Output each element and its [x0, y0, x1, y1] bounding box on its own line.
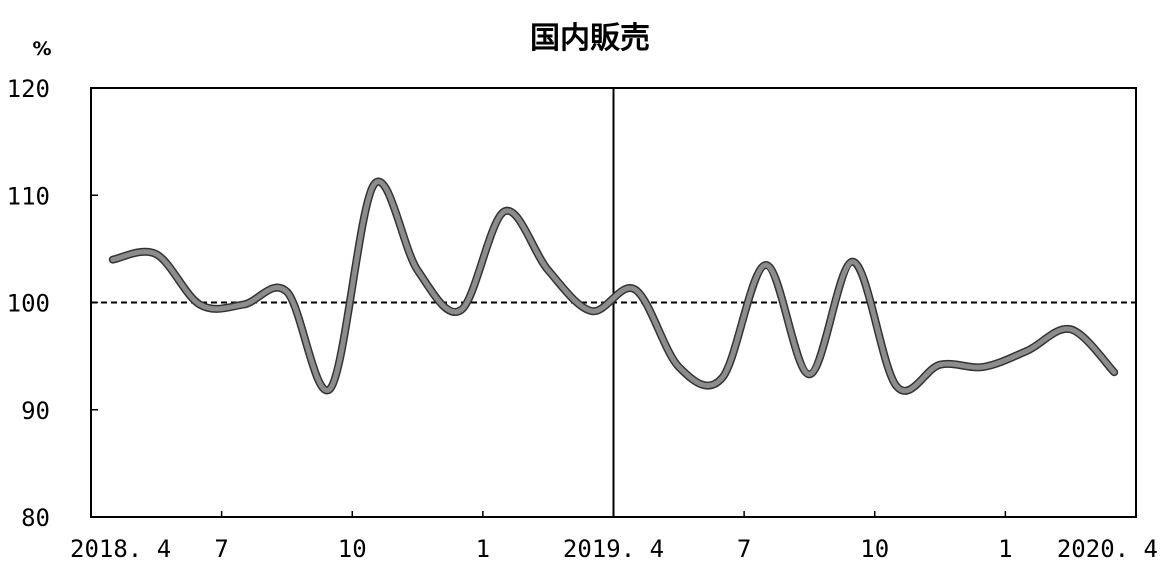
y-tick-label: 100 [7, 290, 50, 318]
x-tick-label: 2018. 4 [70, 535, 171, 562]
plot-frame [90, 87, 1137, 518]
y-tick-label: 90 [21, 397, 50, 425]
x-tick-label: 10 [860, 535, 889, 562]
x-tick-label: 7 [214, 535, 228, 562]
x-tick-label: 2020. 4 [1057, 535, 1158, 562]
y-tick-label: 120 [7, 75, 50, 103]
y-axis-ticks: 80 90 100 110 120 [7, 75, 98, 532]
chart-title: 国内販売 [530, 21, 650, 56]
x-tick-label: 1 [476, 535, 490, 562]
series-layer [108, 177, 1119, 395]
y-tick-label: 110 [7, 182, 50, 210]
x-axis-ticks: 2018. 4 7 10 1 2019. 4 7 10 1 2020. 4 [70, 511, 1158, 562]
x-tick-label: 10 [338, 535, 367, 562]
series-line [110, 179, 1117, 394]
x-tick-label: 7 [737, 535, 751, 562]
y-tick-label: 80 [21, 504, 50, 532]
x-tick-label: 1 [998, 535, 1012, 562]
x-tick-label: 2019. 4 [563, 535, 664, 562]
y-axis-unit-label: % [32, 38, 51, 60]
